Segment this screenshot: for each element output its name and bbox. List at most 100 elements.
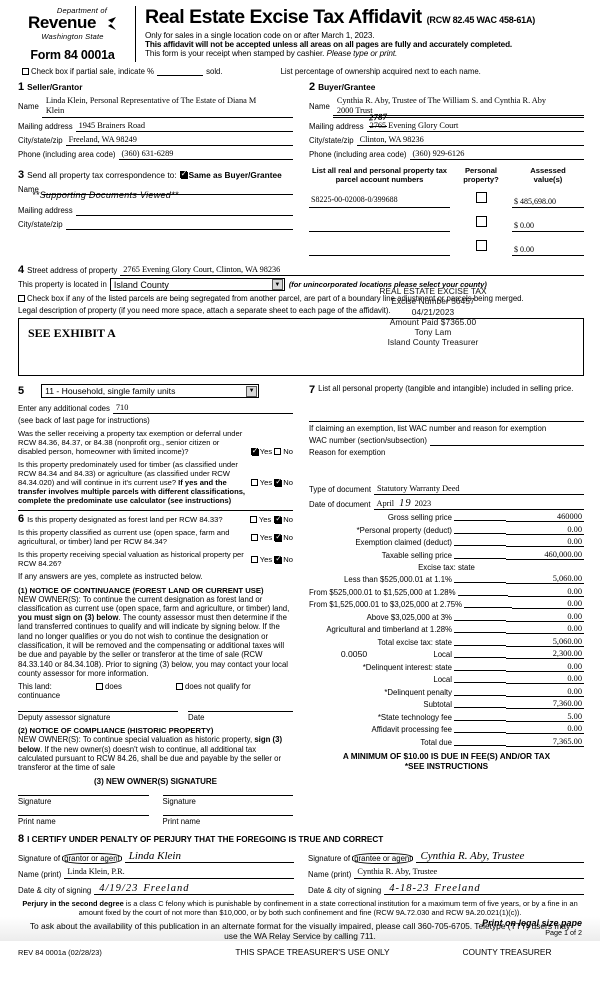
parcel-account-value [309, 243, 311, 252]
chevron-down-icon[interactable]: ▼ [271, 279, 283, 290]
parcel-account-input[interactable] [309, 213, 450, 232]
new-owner-signature-2[interactable]: Signature [162, 795, 293, 806]
grantee-signature-input[interactable]: Cynthia R. Aby, Trustee [416, 850, 584, 864]
seller-phone-input[interactable]: (360) 631-6289 [118, 149, 293, 160]
tax-value[interactable]: 460,000.00 [506, 550, 584, 560]
grantor-date-input[interactable]: 4/19/23 Freeland [94, 883, 294, 896]
same-as-buyer-checkbox[interactable] [179, 169, 188, 179]
tax-value[interactable]: 0.00 [506, 525, 584, 535]
parcel-assessed-value[interactable]: $ 485,698.00 [512, 197, 584, 208]
tax-value[interactable]: 0.00 [506, 724, 584, 735]
buyer-mailing-input[interactable]: 2765 Evening Glory Court 2787 [366, 112, 584, 132]
parcel-assessed-value[interactable]: $ 0.00 [512, 221, 584, 232]
tax-value[interactable]: 0.00 [506, 674, 584, 685]
tax-value[interactable]: 5,060.00 [506, 637, 584, 647]
timber-no-checkbox[interactable] [274, 477, 283, 488]
local-tax-rate: 0.0050 [340, 649, 368, 660]
grantee-printname-input[interactable]: Cynthia R. Aby, Trustee [354, 867, 584, 880]
grantor-signature-block: Signature of grantor or agent Linda Klei… [18, 847, 294, 896]
seller-name-input[interactable]: Linda Klein, Personal Representative of … [41, 96, 293, 118]
form-number: Form 84 0001a [30, 48, 115, 62]
buyer-phone-value: (360) 929-6126 [412, 149, 465, 158]
additional-codes-input[interactable]: 710 [112, 403, 293, 414]
legal-description-input[interactable]: SEE EXHIBIT A [18, 318, 584, 376]
seller-exemption-no-checkbox[interactable] [274, 448, 282, 456]
tax-value[interactable]: 0.00 [508, 587, 584, 597]
tax-value[interactable]: 0.00 [506, 537, 584, 548]
parcel-personal-checkbox[interactable] [475, 216, 487, 227]
tax-value[interactable]: 460000 [506, 512, 584, 523]
current-use-no-checkbox[interactable] [274, 532, 283, 542]
personal-property-input[interactable] [309, 396, 584, 422]
timber-yes-checkbox[interactable] [250, 479, 258, 487]
partial-sale-label: Check box if partial sale, indicate % [31, 67, 155, 76]
deputy-assessor-signature-label[interactable]: Deputy assessor signature [18, 711, 178, 722]
form-title-block: Real Estate Excise Tax Affidavit (RCW 82… [136, 6, 582, 62]
partial-sale-percent-input[interactable] [157, 68, 204, 76]
grantee-signature-block: Signature of grantee or agent Cynthia R.… [308, 847, 584, 896]
historical-no-checkbox[interactable] [274, 554, 283, 564]
does-qualify-checkbox[interactable] [96, 683, 103, 691]
additional-codes-note: (see back of last page for instructions) [18, 416, 150, 425]
document-type-input[interactable]: Statutory Warranty Deed [373, 484, 584, 495]
tax-value[interactable]: 0.00 [511, 599, 584, 610]
notice-of-compliance-body: NEW OWNER(S): To continue special valuat… [18, 735, 293, 772]
parcel-assessed-value[interactable]: $ 0.00 [512, 245, 584, 256]
street-address-input[interactable]: 2765 Evening Glory Court, Clinton, WA 98… [120, 265, 584, 276]
county-select[interactable]: Island County ▼ [109, 278, 285, 291]
correspondence-name-input[interactable] [41, 184, 293, 195]
tax-value[interactable]: 0.00 [506, 687, 584, 697]
current-use-yes-checkbox[interactable] [250, 533, 258, 541]
tax-value[interactable]: 0.00 [506, 624, 584, 635]
seller-exemption-yes-checkbox[interactable] [250, 446, 259, 457]
document-date-input[interactable]: April 19 2023 [373, 498, 584, 510]
buyer-name-input[interactable]: Cynthia R. Aby, Trustee of The William S… [332, 96, 584, 118]
tax-row-total-due: Total due 7,365.00 [309, 737, 584, 747]
grantee-date-input[interactable]: 4-18-23 Freeland [384, 883, 584, 896]
new-owner-signature-1[interactable]: Signature [18, 795, 149, 806]
seller-city-input[interactable]: Freeland, WA 98249 [65, 135, 293, 146]
forest-yes-checkbox[interactable] [249, 516, 257, 524]
partial-sale-checkbox[interactable] [22, 68, 29, 75]
use-code-select[interactable]: 11 - Household, single family units ▼ [41, 384, 260, 398]
buyer-city-input[interactable]: Clinton, WA 98236 [356, 135, 584, 146]
notice-of-continuance-heading: (1) NOTICE OF CONTINUANCE (FOREST LAND O… [18, 585, 264, 595]
tax-value[interactable]: 0.00 [506, 612, 584, 622]
supporting-documents-note: **Supporting Documents Viewed** [32, 190, 179, 200]
rcw-reference: (RCW 82.45 WAC 458-61A) [426, 15, 536, 25]
segregated-parcels-checkbox[interactable] [18, 295, 25, 302]
wac-number-input[interactable] [430, 435, 584, 447]
does-not-qualify-checkbox[interactable] [176, 683, 183, 691]
parcel-account-input[interactable]: S8225-00-02008-0/399688 [309, 189, 450, 208]
correspondence-mailing-input[interactable] [75, 205, 293, 216]
wac-number-label: WAC number (section/subsection) [309, 436, 428, 446]
parcel-personal-checkbox[interactable] [475, 240, 487, 251]
reason-for-exemption-input[interactable] [309, 458, 584, 482]
grantor-signature-input[interactable]: Linda Klein [124, 850, 294, 864]
deputy-assessor-date-label[interactable]: Date [188, 711, 293, 722]
form-header: Department of Revenue Washington State F… [0, 0, 600, 62]
new-owner-printname-2[interactable]: Print name [162, 815, 293, 826]
tax-value[interactable]: 7,360.00 [506, 699, 584, 710]
forest-no-checkbox[interactable] [274, 514, 283, 525]
tax-row-tier-2: From $525,000.01 to $1,525,000 at 1.28% 0… [309, 587, 584, 597]
tax-value[interactable]: 0.00 [506, 662, 584, 672]
tax-value[interactable]: 5.00 [506, 712, 584, 722]
grantor-printname-input[interactable]: Linda Klein, P.R. [64, 867, 294, 880]
print-legal-notice: Print on legal size pape Page 1 of 2 [482, 918, 582, 937]
tax-value[interactable]: 7,365.00 [506, 737, 584, 747]
buyer-phone-input[interactable]: (360) 929-6126 [409, 149, 584, 160]
correspondence-city-input[interactable] [65, 219, 293, 230]
tax-value[interactable]: 5,060.00 [506, 574, 584, 585]
chevron-down-icon[interactable]: ▼ [246, 385, 258, 397]
header-subtitle-3: This form is your receipt when stamped b… [145, 49, 582, 58]
notice1-part-a: NEW OWNER(S): To continue the current de… [18, 594, 290, 613]
new-owner-printname-1[interactable]: Print name [18, 815, 149, 826]
parcel-account-input[interactable] [309, 237, 450, 256]
tax-row-delinquent-penalty: *Delinquent penalty 0.00 [309, 687, 584, 697]
parcel-personal-checkbox[interactable] [475, 192, 487, 203]
seller-mailing-input[interactable]: 1945 Brainers Road [75, 121, 293, 132]
tax-value[interactable]: 2,300.00 [506, 649, 584, 660]
historical-yes-checkbox[interactable] [250, 555, 258, 563]
